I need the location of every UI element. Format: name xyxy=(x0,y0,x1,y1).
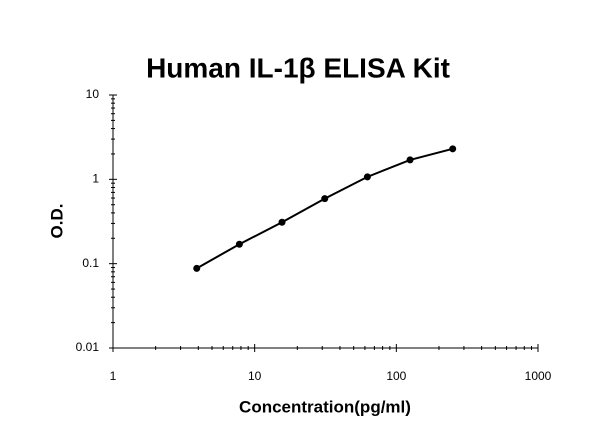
x-tick-label: 10 xyxy=(248,369,262,383)
x-tick-label: 1 xyxy=(110,369,117,383)
data-point xyxy=(449,145,457,153)
y-tick-label: 0.1 xyxy=(82,256,99,270)
data-point xyxy=(363,173,371,181)
y-axis-label: O.D. xyxy=(47,204,66,239)
x-tick-label: 100 xyxy=(386,369,406,383)
x-axis-label: Concentration(pg/ml) xyxy=(239,397,411,416)
chart-title: Human IL-1β ELISA Kit xyxy=(146,52,450,83)
data-point xyxy=(235,240,243,248)
data-point xyxy=(278,218,286,226)
data-line xyxy=(196,147,453,270)
x-tick-label: 1000 xyxy=(525,369,552,383)
data-point xyxy=(321,195,329,203)
y-tick-label: 0.01 xyxy=(76,340,100,354)
y-tick-label: 10 xyxy=(86,87,100,101)
y-tick-label: 1 xyxy=(92,172,99,186)
data-point xyxy=(193,264,201,272)
data-point xyxy=(406,156,414,164)
